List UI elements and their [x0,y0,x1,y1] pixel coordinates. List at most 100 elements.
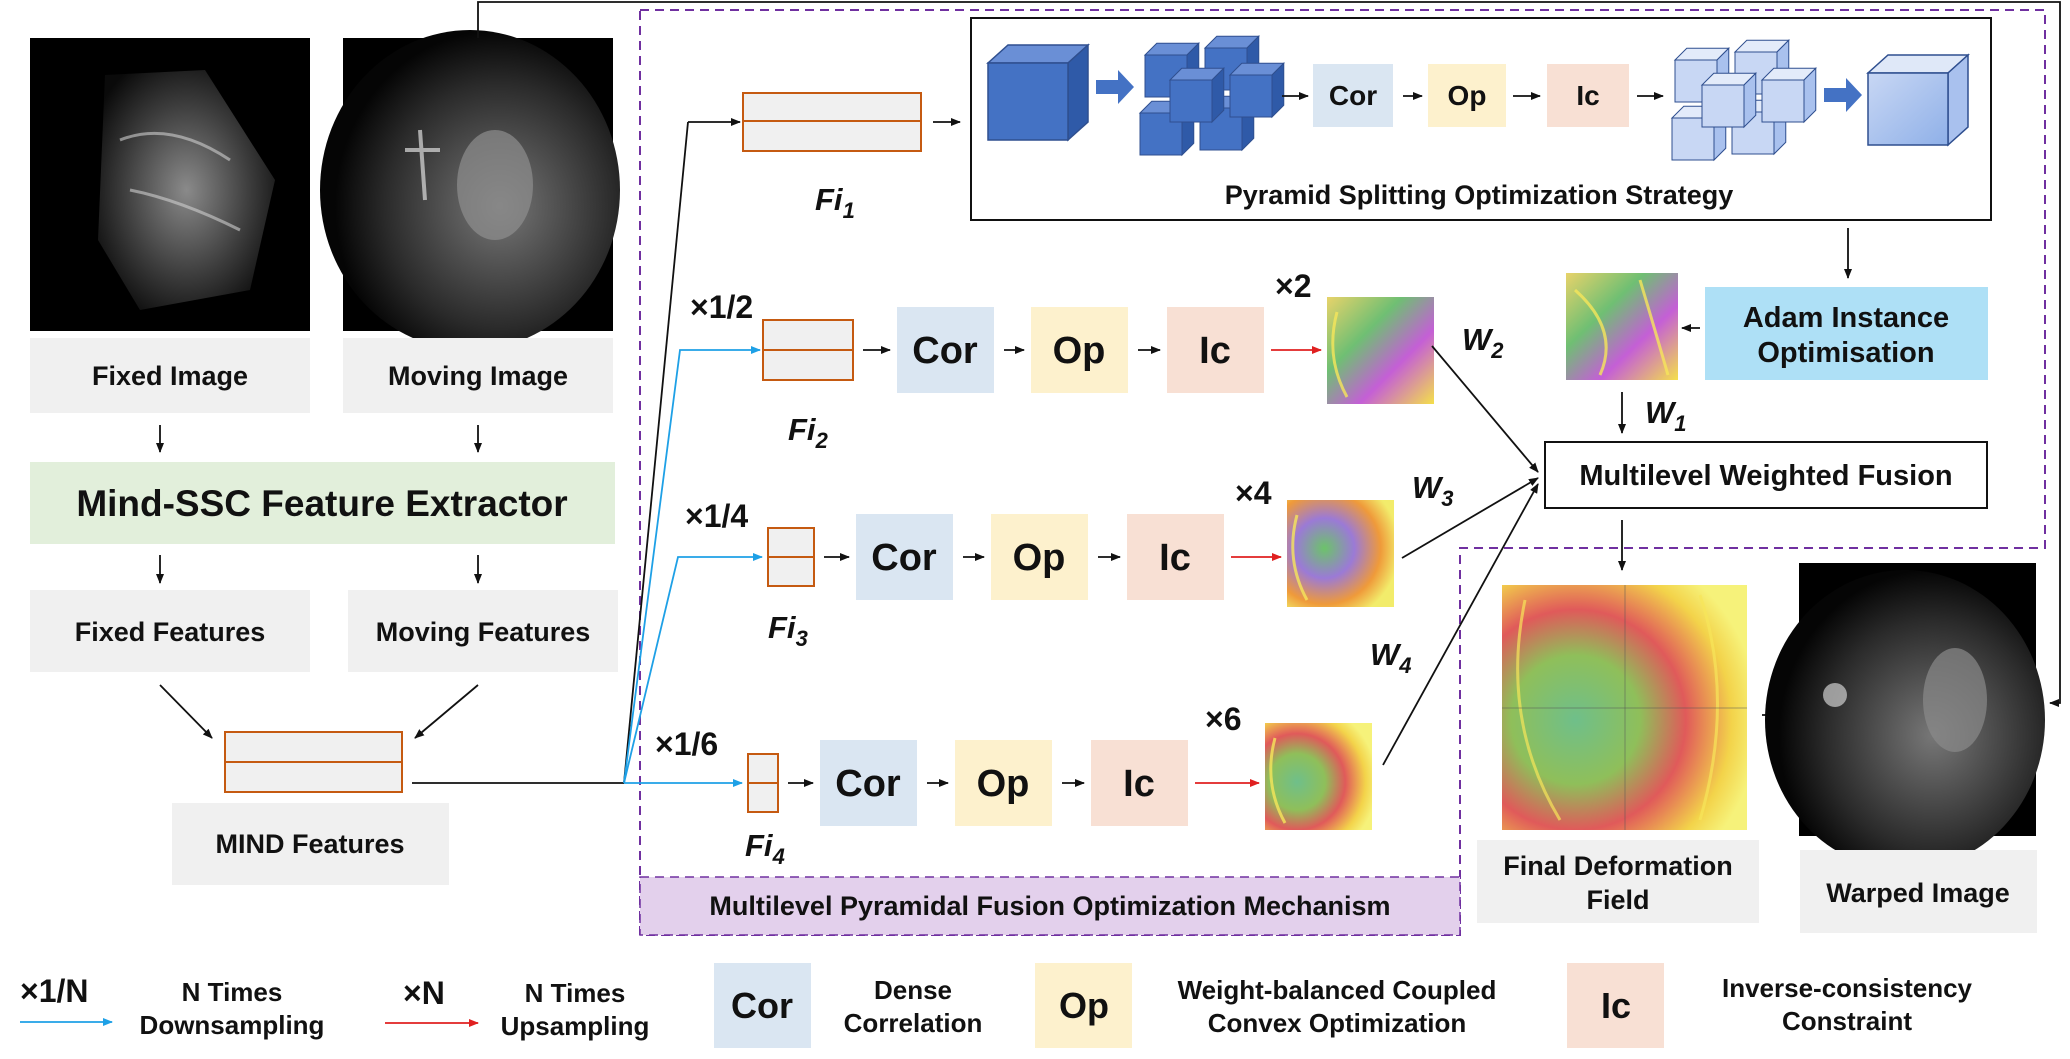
branch-scale-label: ×1/6 [655,726,718,762]
mechanism-label: Multilevel Pyramidal Fusion Optimization… [709,891,1390,921]
fixed-image [30,38,310,331]
output-volume-cube [1866,53,1970,147]
legend-ic-label: Ic [1601,985,1631,1026]
branch-op-box [955,740,1052,826]
branch-feature-block [767,527,815,587]
branch-upsample-label: ×4 [1235,475,1272,511]
legend-up-line2: Upsampling [501,1011,650,1041]
legend-cor-label: Cor [731,985,793,1026]
branch-cor-label: Cor [912,330,978,372]
split-cubes [1138,35,1285,157]
branch-upsample-label: ×2 [1275,268,1311,304]
arrow-w4-to-fusion [1382,483,1539,766]
warped-image [1765,563,2045,870]
legend-op-label: Op [1059,985,1109,1026]
moving-image-label: Moving Image [388,361,568,391]
branch-cor-box [856,514,953,600]
branch-cor-box [897,307,994,393]
legend-cor-line1: Dense [874,975,952,1005]
fusion-box [1544,441,1988,509]
fi1-label: Fi1 [815,182,855,223]
branch-op-label: Op [1053,330,1106,372]
fixed-features-box [30,590,310,672]
branch-fi-label: Fi3 [768,610,808,651]
branch-weight-label: W3 [1412,470,1454,511]
split-cube [1168,67,1225,124]
legend-op-line1: Weight-balanced Coupled [1178,975,1497,1005]
split-arrow-icon [1096,70,1134,104]
merge-arrow-icon [1824,78,1862,112]
legend-down-line1: N Times [182,977,283,1007]
mind-features-box [172,803,449,885]
legend-cor-line2: Correlation [844,1008,983,1038]
branch-feature-block [747,753,779,813]
arrow-down-2 [623,346,761,784]
fixed-features-label: Fixed Features [75,617,266,647]
top-cor-label: Cor [1329,80,1377,111]
legend-up-line1: N Times [525,978,626,1008]
final-deformation-label-line1: Final Deformation [1503,851,1733,881]
moving-image-label-box [343,338,613,413]
warped-label-box [1800,850,2037,933]
pyramid-branches: ×1/2 Fi2 Cor Op Ic ×2 W2 ×1/4 Fi3 Cor Op Ic ×4 W3 ×1/6… [655,268,1504,869]
branch-ic-label: Ic [1123,763,1155,805]
branch-scale-label: ×1/4 [685,498,748,534]
moving-features-label: Moving Features [376,617,591,647]
branch-op-label: Op [1013,537,1066,579]
branch-op-box [1031,307,1128,393]
moving-features-box [348,590,618,672]
branch-deformation-field [1287,500,1394,607]
arrow-w3-to-fusion [1401,477,1539,559]
optimized-cube [1700,72,1757,129]
branch-cor-label: Cor [835,763,901,805]
branch-op-label: Op [977,763,1030,805]
top-ic-label: Ic [1576,80,1599,111]
arrow-fixed-features-to-mind [159,684,213,739]
arrow-down-4 [623,553,763,784]
optimized-cubes [1670,39,1817,162]
w1-label: W1 [1645,395,1687,436]
branch-deformation-field [1265,723,1372,830]
branch-ic-box [1167,307,1264,393]
branch-op-box [991,514,1088,600]
adam-box [1705,287,1988,380]
adam-label-line1: Adam Instance [1743,302,1949,334]
extractor-label: Mind-SSC Feature Extractor [76,483,567,524]
final-deformation-field [1502,585,1747,830]
branch-weight-label: W4 [1370,637,1412,678]
moving-image [320,30,620,350]
top-cor-box [1313,64,1393,127]
arrow-to-fi1 [623,121,689,784]
extractor-box [30,462,615,544]
legend-ic-line2: Constraint [1782,1006,1912,1036]
top-ic-box [1547,64,1629,127]
fixed-image-label: Fixed Image [92,361,248,391]
branch-3: ×1/6 Fi4 Cor Op Ic ×6 W4 [655,637,1412,869]
top-op-label: Op [1448,80,1487,111]
branch-fi-label: Fi2 [788,412,829,453]
top-op-box [1428,64,1506,127]
fixed-image-label-box [30,338,310,413]
branch-upsample-label: ×6 [1205,701,1241,737]
legend-ic-box [1567,963,1664,1048]
optimized-cube [1760,67,1817,124]
branch-scale-label: ×1/2 [690,289,753,325]
fusion-label: Multilevel Weighted Fusion [1579,460,1952,492]
branch-ic-box [1091,740,1188,826]
branch-deformation-field [1327,297,1434,404]
legend-down-symbol: ×1/N [20,973,88,1009]
arrow-w2-to-fusion [1431,345,1539,473]
legend-up-symbol: ×N [403,975,445,1011]
legend-cor-box [714,963,811,1048]
fi1-feature-block [742,92,922,152]
input-volume-cube [986,43,1090,142]
branch-ic-box [1127,514,1224,600]
branch-cor-label: Cor [871,537,937,579]
branch-ic-label: Ic [1199,330,1231,372]
mind-feature-block [224,731,403,793]
warped-label: Warped Image [1826,878,2010,908]
feedback-line-top [477,1,2061,707]
legend-op-line2: Convex Optimization [1208,1008,1467,1038]
legend-down-line2: Downsampling [140,1010,325,1040]
